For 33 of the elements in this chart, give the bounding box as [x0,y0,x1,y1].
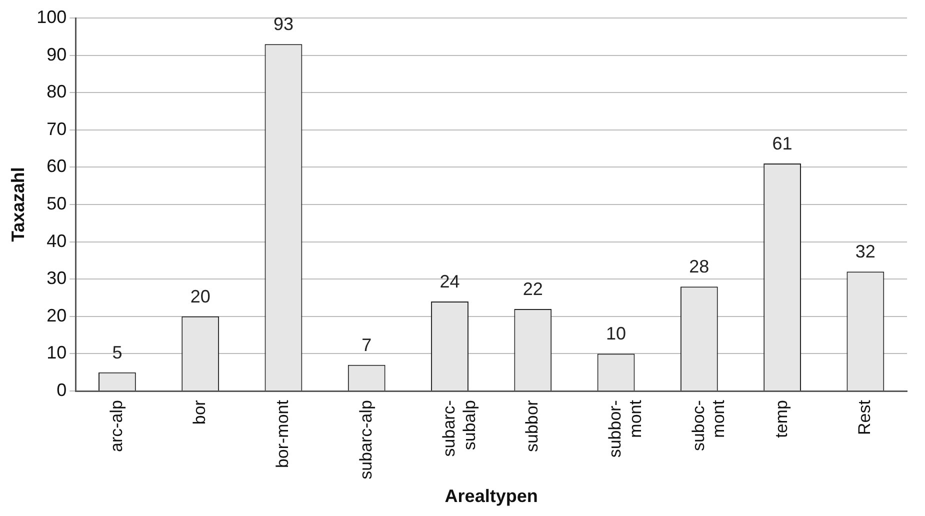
data-label: 10 [606,324,626,344]
x-tick-label: suboc- mont [688,400,728,452]
x-tick-label: subbor [522,400,542,452]
y-tick-label: 20 [46,305,67,326]
x-tick-label: bor [190,400,210,425]
data-label: 32 [855,242,876,262]
y-tick-label: 60 [46,156,67,176]
x-tick-label: subbor- mont [606,400,646,458]
data-label: 22 [522,278,543,299]
x-axis-title: Arealtypen [444,486,538,506]
y-tick-label: 0 [56,380,67,400]
y-tick-label: 50 [46,193,67,214]
y-axis-title: Taxazahl [8,167,28,242]
y-tick-label: 100 [36,6,67,27]
x-tick-label: subarc-alp [356,400,376,480]
y-tick-label: 10 [46,342,67,363]
data-label: 28 [689,256,710,277]
data-label: 20 [190,286,210,306]
x-tick-label: Rest [855,400,874,435]
x-tick-label: arc-alp [106,400,126,452]
data-label: 61 [772,133,792,154]
y-tick-label: 30 [46,268,67,288]
x-tick-label: subarc- subalp [439,400,479,457]
y-tick-label: 80 [46,82,67,102]
data-label: 93 [273,14,294,34]
y-tick-label: 40 [46,230,67,251]
data-label: 5 [112,342,122,362]
x-tick-label: bor-mont [273,400,292,468]
data-label: 24 [440,271,460,292]
x-tick-label: temp [772,400,791,438]
data-label: 7 [362,334,372,355]
y-tick-label: 90 [46,44,67,64]
y-tick-label: 70 [46,118,67,139]
